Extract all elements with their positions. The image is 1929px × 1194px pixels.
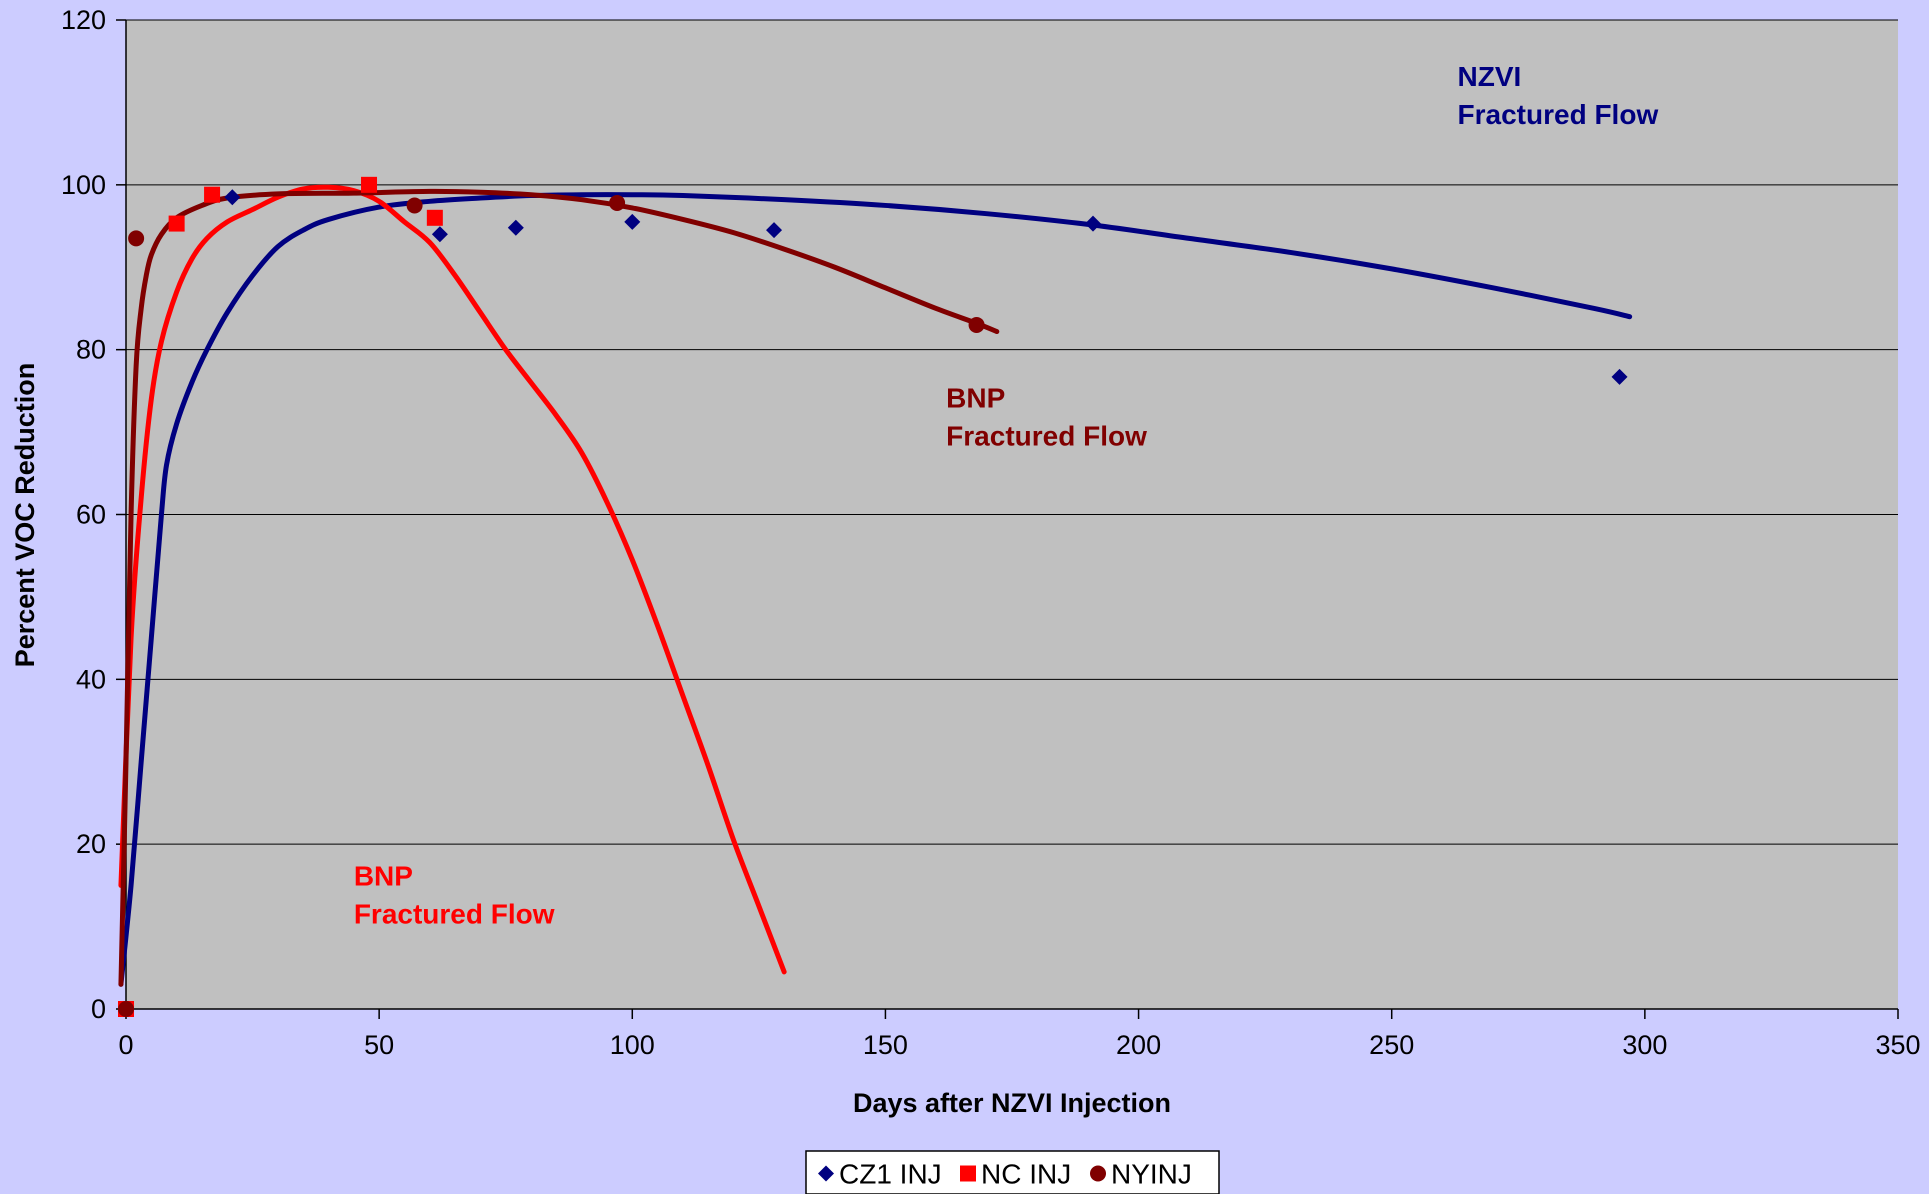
y-axis-title: Percent VOC Reduction — [10, 363, 40, 668]
x-tick-label: 150 — [863, 1030, 908, 1060]
data-point-nyinj — [406, 197, 423, 214]
data-point-nc-inj — [168, 215, 185, 232]
x-tick-label: 250 — [1369, 1030, 1414, 1060]
legend-marker-cz1-inj — [818, 1165, 834, 1182]
data-point-nc-inj — [361, 176, 378, 193]
y-tick-label: 60 — [76, 500, 106, 530]
y-tick-label: 80 — [76, 335, 106, 365]
x-tick-labels: 0 50 100 150 200 250 300 350 — [118, 1030, 1920, 1060]
annotation-label: BNP Fractured Flow — [946, 382, 1147, 451]
legend-marker-nc-inj — [960, 1165, 976, 1182]
annotation-line: Fractured Flow — [354, 898, 555, 929]
y-tick-label: 120 — [61, 5, 106, 35]
data-points — [118, 176, 1628, 1017]
trendline-cz1-inj — [118, 192, 1633, 987]
x-tick-label: 0 — [118, 1030, 133, 1060]
x-tick-label: 300 — [1622, 1030, 1667, 1060]
legend: CZ1 INJ NC INJ NYINJ — [805, 1150, 1220, 1194]
gridlines — [126, 19, 1898, 845]
y-tick-label: 20 — [76, 829, 106, 859]
y-tick-label: 40 — [76, 664, 106, 694]
legend-marker-nyinj — [1090, 1165, 1106, 1182]
x-tick-label: 50 — [364, 1030, 394, 1060]
data-point-nyinj — [609, 194, 626, 211]
legend-box — [805, 1150, 1220, 1194]
annotation-line: Fractured Flow — [1458, 99, 1659, 130]
x-tick-label: 100 — [610, 1030, 655, 1060]
data-point-cz1-inj — [431, 226, 448, 243]
annotation-line: Fractured Flow — [946, 420, 1147, 451]
data-point-cz1-inj — [507, 219, 524, 236]
x-tick-label: 350 — [1875, 1030, 1920, 1060]
data-point-cz1-inj — [766, 222, 783, 239]
x-axis-title: Days after NZVI Injection — [853, 1088, 1171, 1118]
annotation-label: BNP Fractured Flow — [354, 860, 555, 929]
data-point-nc-inj — [204, 186, 221, 203]
data-point-cz1-inj — [224, 189, 241, 206]
annotation-line: BNP — [354, 860, 413, 891]
y-tick-label: 100 — [61, 170, 106, 200]
annotation-line: BNP — [946, 382, 1005, 413]
legend-label: NC INJ — [981, 1159, 1071, 1190]
y-tick-labels: 0 20 40 60 80 100 120 — [61, 5, 106, 1024]
trendline-nyinj — [118, 188, 1000, 987]
x-tick-label: 200 — [1116, 1030, 1161, 1060]
data-point-cz1-inj — [1611, 368, 1628, 385]
annotations: NZVI Fractured Flow BNP Fractured Flow BNP Fr… — [354, 61, 1659, 929]
annotation-label: NZVI Fractured Flow — [1458, 61, 1659, 130]
data-point-nyinj — [118, 1001, 134, 1017]
data-point-cz1-inj — [1085, 215, 1102, 232]
data-point-cz1-inj — [624, 213, 641, 230]
trendline-nc-inj — [118, 184, 787, 975]
legend-label: NYINJ — [1111, 1159, 1192, 1190]
data-point-nc-inj — [426, 209, 443, 226]
y-tick-label: 0 — [91, 994, 106, 1024]
annotation-line: NZVI — [1458, 61, 1522, 92]
trendlines — [118, 184, 1633, 987]
data-point-nyinj — [968, 316, 985, 333]
data-point-nyinj — [128, 230, 145, 247]
legend-label: CZ1 INJ — [839, 1159, 942, 1190]
